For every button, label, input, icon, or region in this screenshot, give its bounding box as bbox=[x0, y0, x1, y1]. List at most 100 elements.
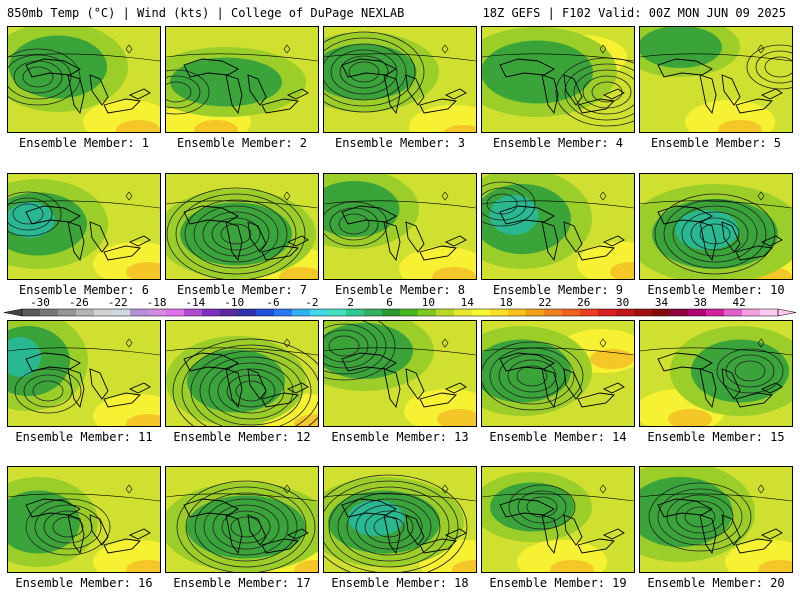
marker-icon bbox=[125, 484, 133, 494]
great-lakes-outline bbox=[341, 58, 467, 115]
wind-contour bbox=[185, 486, 307, 568]
ensemble-member-label: Ensemble Member: 18 bbox=[331, 576, 469, 590]
wind-contour bbox=[166, 81, 192, 103]
colorbar-swatch bbox=[382, 309, 401, 316]
hot-region bbox=[194, 120, 238, 132]
great-lakes-outline bbox=[499, 352, 625, 409]
colorbar-swatch bbox=[580, 309, 599, 316]
border-line bbox=[8, 53, 160, 62]
temperature-map bbox=[166, 321, 318, 426]
temperature-map bbox=[8, 174, 160, 279]
cool-region bbox=[640, 27, 722, 68]
cool-region bbox=[187, 349, 285, 413]
cool-region bbox=[8, 490, 80, 554]
ensemble-member-label: Ensemble Member: 20 bbox=[647, 576, 785, 590]
colorbar-swatch bbox=[292, 309, 311, 316]
colorbar-swatch bbox=[202, 309, 221, 316]
ensemble-member-label: Ensemble Member: 17 bbox=[173, 576, 311, 590]
wind-contour bbox=[324, 321, 396, 381]
temperature-map bbox=[324, 321, 476, 426]
wind-contour bbox=[194, 492, 298, 562]
ensemble-map-11 bbox=[7, 320, 161, 427]
ensemble-map-7 bbox=[165, 173, 319, 280]
colorbar-swatch bbox=[562, 309, 581, 316]
cold-region bbox=[675, 210, 739, 250]
border-line bbox=[482, 53, 634, 62]
wind-contour bbox=[508, 484, 576, 530]
marker-icon bbox=[441, 44, 449, 54]
marker-icon bbox=[441, 338, 449, 348]
hot-region bbox=[279, 267, 318, 279]
colorbar-tick-label: 42 bbox=[733, 296, 746, 309]
wind-contour bbox=[193, 205, 279, 263]
marker-icon bbox=[125, 191, 133, 201]
hot-region bbox=[437, 409, 476, 426]
great-lakes-outline bbox=[499, 205, 625, 262]
border-line bbox=[166, 200, 318, 209]
colorbar-swatch bbox=[544, 309, 563, 316]
wind-contour bbox=[482, 341, 584, 411]
border-line bbox=[324, 493, 476, 502]
colorbar-tick-label: -14 bbox=[185, 296, 205, 309]
cold-region bbox=[348, 500, 404, 536]
ensemble-map-14 bbox=[481, 320, 635, 427]
marker-icon bbox=[283, 44, 291, 54]
wind-contour bbox=[328, 486, 450, 568]
ensemble-member-label: Ensemble Member: 15 bbox=[647, 430, 785, 444]
wind-contour bbox=[230, 516, 262, 538]
colorbar-tick-label: -10 bbox=[224, 296, 244, 309]
wind-contour bbox=[32, 380, 64, 402]
colorbar-tick-label: 18 bbox=[499, 296, 512, 309]
wind-contour bbox=[8, 48, 81, 106]
hot-region bbox=[718, 120, 762, 132]
wind-contour bbox=[681, 211, 749, 257]
ensemble-map-3 bbox=[323, 26, 477, 133]
hot-region bbox=[610, 262, 634, 279]
colorbar-swatch bbox=[400, 309, 419, 316]
cold-region bbox=[8, 337, 41, 377]
colorbar-swatch bbox=[454, 309, 473, 316]
colorbar-high-arrow bbox=[777, 308, 797, 317]
wind-contour bbox=[324, 201, 388, 247]
marker-icon bbox=[599, 191, 607, 201]
great-lakes-outline bbox=[25, 352, 151, 409]
header-valid-time: 18Z GEFS | F102 Valid: 00Z MON JUN 09 20… bbox=[482, 6, 786, 20]
wind-contour bbox=[672, 205, 758, 263]
wind-contour bbox=[324, 43, 407, 101]
wind-contour bbox=[324, 323, 378, 369]
wind-contour bbox=[666, 494, 734, 540]
colorbar-swatch bbox=[598, 309, 617, 316]
hot-region bbox=[432, 267, 476, 279]
colorbar-swatch bbox=[166, 309, 185, 316]
wind-contour bbox=[324, 31, 425, 113]
border-line bbox=[640, 493, 792, 502]
hot-region bbox=[116, 120, 160, 132]
wind-contour bbox=[166, 187, 306, 279]
border-line bbox=[166, 53, 318, 62]
wind-contour bbox=[43, 510, 93, 544]
colorbar-swatch bbox=[634, 309, 653, 316]
hot-region bbox=[126, 560, 160, 572]
colorbar-swatch bbox=[472, 309, 491, 316]
colorbar-swatch bbox=[706, 309, 725, 316]
cool-region bbox=[9, 35, 107, 99]
colorbar-tick-label: 22 bbox=[538, 296, 551, 309]
cool-region bbox=[324, 44, 417, 100]
colorbar-tick-label: -30 bbox=[30, 296, 50, 309]
wind-contour bbox=[175, 193, 297, 275]
colorbar-swatch bbox=[418, 309, 437, 316]
ensemble-map-9 bbox=[481, 173, 635, 280]
colorbar-swatch bbox=[652, 309, 671, 316]
border-line bbox=[640, 347, 792, 356]
temperature-map bbox=[166, 174, 318, 279]
ensemble-member-label: Ensemble Member: 16 bbox=[15, 576, 153, 590]
colorbar-swatch bbox=[274, 309, 293, 316]
border-line bbox=[640, 53, 792, 62]
colorbar-swatch bbox=[310, 309, 329, 316]
wind-contour bbox=[339, 55, 389, 89]
colorbar-tick-label: 10 bbox=[422, 296, 435, 309]
border-line bbox=[8, 493, 160, 502]
colorbar-swatch bbox=[256, 309, 275, 316]
hot-region bbox=[126, 414, 160, 426]
cool-region bbox=[186, 495, 306, 559]
